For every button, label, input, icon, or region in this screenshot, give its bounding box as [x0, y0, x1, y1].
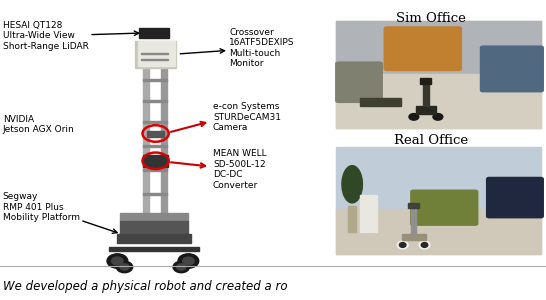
Text: We developed a physical robot and created a ro: We developed a physical robot and create…: [3, 280, 287, 293]
Ellipse shape: [116, 261, 133, 273]
Bar: [348, 206, 356, 232]
FancyBboxPatch shape: [486, 177, 543, 218]
Bar: [336, 209, 541, 254]
FancyBboxPatch shape: [480, 46, 543, 92]
Bar: [139, 28, 169, 38]
Bar: [147, 130, 164, 136]
Bar: [135, 40, 176, 68]
Text: e-con Systems
STURDeCAM31
Camera: e-con Systems STURDeCAM31 Camera: [213, 102, 281, 132]
Bar: [402, 234, 426, 241]
Ellipse shape: [400, 243, 406, 248]
Ellipse shape: [422, 243, 428, 248]
Bar: [336, 74, 541, 128]
Bar: [109, 247, 199, 250]
Ellipse shape: [120, 264, 129, 270]
FancyBboxPatch shape: [411, 190, 478, 225]
Bar: [161, 48, 167, 216]
Bar: [416, 106, 436, 114]
Bar: [420, 78, 431, 84]
Ellipse shape: [107, 254, 128, 268]
Bar: [143, 48, 149, 216]
FancyBboxPatch shape: [384, 27, 461, 70]
Ellipse shape: [409, 113, 419, 120]
Ellipse shape: [183, 257, 194, 265]
Text: Sim Office: Sim Office: [396, 11, 466, 25]
Bar: [143, 155, 168, 166]
Ellipse shape: [173, 261, 189, 273]
FancyBboxPatch shape: [336, 62, 382, 102]
Ellipse shape: [112, 257, 123, 265]
Ellipse shape: [397, 241, 408, 249]
Text: Real Office: Real Office: [394, 134, 468, 148]
Bar: [143, 79, 167, 81]
Bar: [143, 169, 167, 171]
Bar: [143, 100, 167, 102]
Bar: [143, 145, 167, 147]
Bar: [336, 147, 541, 254]
Text: NVIDIA
Jetson AGX Orin: NVIDIA Jetson AGX Orin: [3, 115, 74, 134]
Bar: [138, 41, 175, 66]
Ellipse shape: [178, 254, 199, 268]
Bar: [423, 82, 429, 106]
Ellipse shape: [177, 264, 186, 270]
Bar: [411, 207, 416, 234]
Ellipse shape: [419, 241, 430, 249]
Bar: [141, 53, 168, 54]
Text: HESAI QT128
Ultra-Wide View
Short-Range LiDAR: HESAI QT128 Ultra-Wide View Short-Range …: [3, 21, 139, 51]
Text: MEAN WELL
SD-500L-12
DC-DC
Converter: MEAN WELL SD-500L-12 DC-DC Converter: [213, 149, 266, 190]
Bar: [336, 21, 541, 128]
Bar: [143, 193, 167, 195]
Text: Crossover
16ATF5DEXIPS
Multi-touch
Monitor: Crossover 16ATF5DEXIPS Multi-touch Monit…: [180, 28, 295, 68]
Ellipse shape: [342, 166, 363, 203]
Bar: [143, 121, 167, 123]
Bar: [360, 195, 377, 232]
Bar: [336, 21, 541, 74]
Bar: [360, 98, 401, 106]
Bar: [141, 59, 168, 60]
Bar: [408, 203, 419, 208]
Bar: [117, 234, 191, 243]
Bar: [120, 213, 188, 220]
Text: Segway
RMP 401 Plus
Mobility Platform: Segway RMP 401 Plus Mobility Platform: [3, 192, 117, 233]
Bar: [120, 220, 188, 237]
Ellipse shape: [433, 113, 443, 120]
